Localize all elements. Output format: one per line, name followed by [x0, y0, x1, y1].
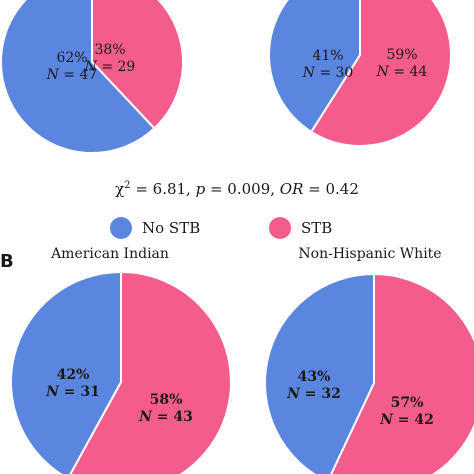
pie-percent-label: 38%	[94, 42, 125, 58]
pie-n-label: N = 29	[84, 59, 136, 75]
pie-n-label: N = 47	[46, 67, 98, 83]
pie-chart-non-hispanic-white: 43%N = 32 57%N = 42	[264, 272, 474, 474]
pie-n-label: N = 30	[302, 65, 354, 81]
pie-slice-no-stb	[268, 0, 361, 134]
stats-or-label: OR	[280, 180, 304, 198]
stats-p-label: p	[196, 180, 206, 198]
pie-slice-stb	[330, 272, 474, 474]
pie-slice-stb	[91, 0, 184, 130]
legend-label-no-stb: No STB	[142, 219, 200, 237]
legend-swatch-stb	[269, 217, 291, 239]
pie-percent-label: 41%	[312, 48, 343, 64]
stats-chi-value: = 6.81,	[131, 180, 196, 198]
pie-percent-label: 42%	[57, 367, 90, 383]
pie-n-label: N = 43	[138, 409, 193, 425]
pie-percent-label: 59%	[386, 47, 417, 63]
pie-slice-no-stb	[0, 0, 156, 154]
legend-swatch-no-stb	[110, 217, 132, 239]
pie-percent-label: 57%	[391, 395, 424, 411]
legend-label-stb: STB	[301, 219, 332, 237]
pie-n-label: N = 31	[45, 384, 100, 400]
pie-slice-no-stb	[264, 272, 375, 474]
pie-percent-label: 43%	[298, 369, 331, 385]
pie-n-label: N = 44	[376, 64, 428, 80]
pie-title-american-indian: American Indian	[50, 246, 169, 262]
pie-n-label: N = 42	[379, 412, 434, 428]
stats-chi-superscript: 2	[124, 180, 130, 191]
pie-slice-stb	[69, 270, 232, 474]
pie-slice-no-stb	[10, 270, 122, 474]
stats-line: χ2 = 6.81, p = 0.009, OR = 0.42	[115, 180, 359, 198]
legend: No STB STB	[110, 217, 332, 239]
pie-percent-label: 62%	[56, 50, 87, 66]
pie-percent-label: 58%	[150, 392, 183, 408]
stats-chi: χ	[115, 180, 124, 198]
pie-slice-stb	[309, 0, 452, 147]
pie-chart-american-indian: 42%N = 31 58%N = 43	[10, 270, 232, 474]
stats-p-value: = 0.009,	[205, 180, 280, 198]
stats-or-value: = 0.42	[303, 180, 359, 198]
panel-b-letter: B	[0, 251, 14, 272]
pie-chart-a-left: 62%N = 47 38%N = 29	[0, 0, 184, 154]
pie-n-label: N = 32	[286, 386, 341, 402]
pie-chart-a-right: 41%N = 30 59%N = 44	[268, 0, 452, 147]
pie-title-non-hispanic-white: Non-Hispanic White	[298, 246, 441, 262]
